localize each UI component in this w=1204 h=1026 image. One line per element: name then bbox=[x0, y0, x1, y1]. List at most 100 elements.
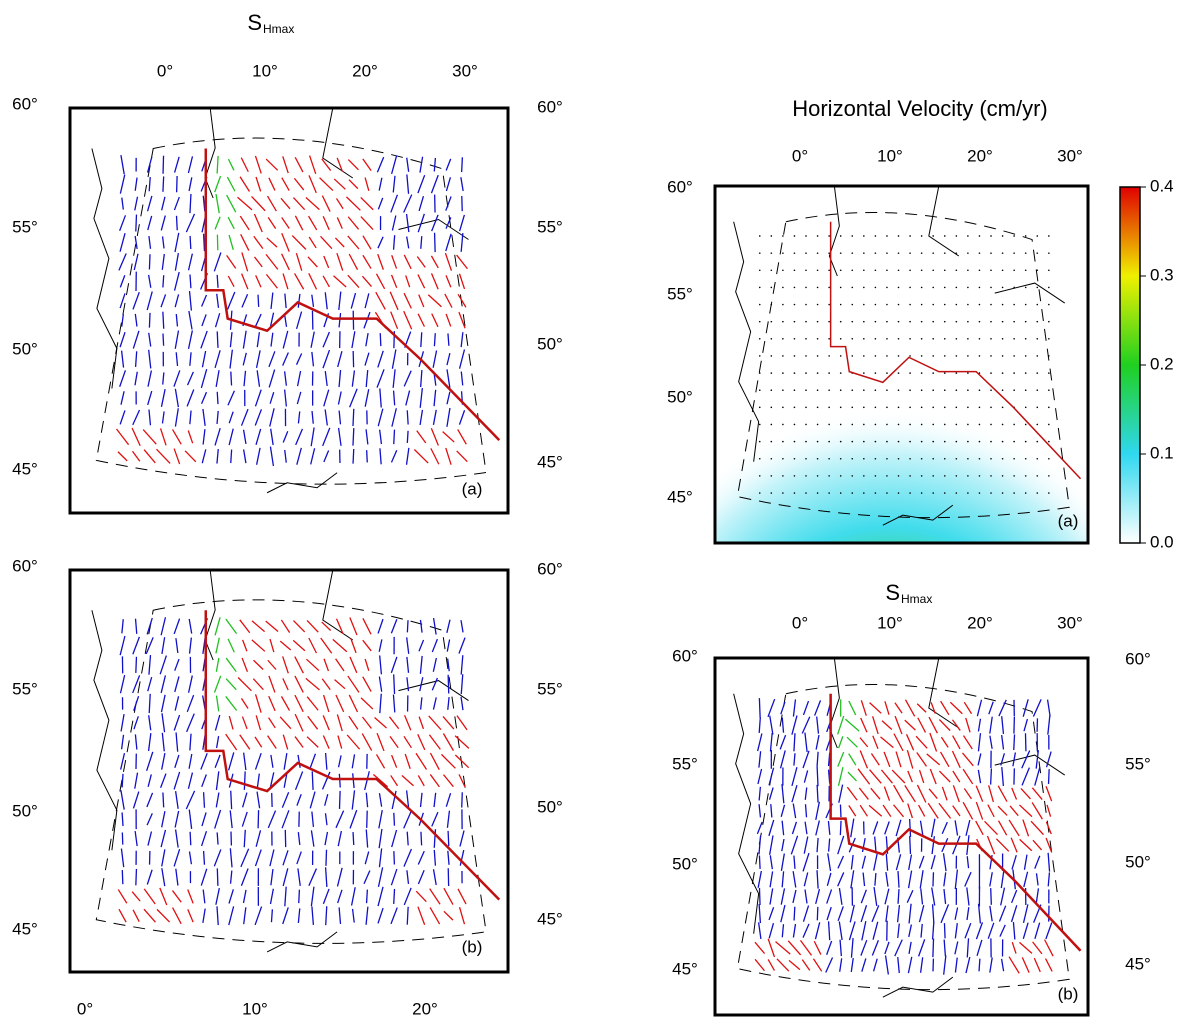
stress-bar bbox=[378, 793, 383, 807]
stress-bar bbox=[894, 939, 903, 957]
stress-bar bbox=[200, 752, 208, 770]
stress-bar bbox=[1000, 753, 1006, 766]
arrow bbox=[1013, 337, 1015, 340]
stress-bar bbox=[812, 958, 823, 972]
arrow bbox=[1024, 286, 1027, 289]
coastline bbox=[91, 108, 469, 494]
arrow bbox=[1048, 286, 1050, 289]
stress-bar bbox=[337, 391, 342, 405]
arrow bbox=[897, 235, 900, 237]
stress-bar bbox=[930, 702, 936, 714]
stress-bar bbox=[848, 700, 857, 716]
map bbox=[91, 108, 501, 494]
stress-bar bbox=[188, 753, 193, 769]
arrow bbox=[805, 440, 807, 443]
stress-bar bbox=[121, 773, 124, 788]
arrow bbox=[1013, 320, 1015, 323]
arrow bbox=[782, 320, 784, 323]
arrow bbox=[1024, 303, 1027, 306]
stress-bar bbox=[403, 735, 412, 749]
stress-bar bbox=[202, 792, 206, 808]
stress-bar bbox=[174, 294, 180, 308]
arrow bbox=[920, 320, 923, 323]
stress-bar bbox=[362, 639, 372, 652]
title: S bbox=[247, 10, 262, 35]
stress-bar bbox=[131, 891, 141, 902]
stress-bar bbox=[403, 310, 413, 330]
stress-bar bbox=[791, 767, 798, 787]
stress-bar bbox=[202, 850, 206, 865]
arrow bbox=[990, 269, 992, 272]
stress-bar bbox=[757, 733, 763, 752]
arrow bbox=[978, 492, 981, 494]
arrow bbox=[990, 389, 992, 392]
stress-bar bbox=[929, 732, 938, 752]
arrow bbox=[886, 440, 888, 443]
map bbox=[91, 570, 501, 953]
stress-bar bbox=[242, 889, 247, 904]
arrow bbox=[920, 372, 923, 374]
stress-bar bbox=[119, 674, 126, 694]
arrow bbox=[758, 355, 761, 357]
stress-bar bbox=[292, 197, 306, 211]
stress-bar bbox=[804, 787, 808, 800]
stress-bar bbox=[228, 715, 234, 730]
stress-bar bbox=[895, 819, 902, 837]
stress-bar bbox=[377, 197, 384, 210]
stress-bar bbox=[938, 802, 952, 819]
stress-bar bbox=[769, 715, 774, 735]
stress-bar bbox=[268, 675, 276, 693]
stress-bar bbox=[200, 330, 208, 349]
stress-bar bbox=[850, 870, 855, 889]
stress-bar bbox=[321, 158, 332, 171]
stress-bar bbox=[781, 871, 785, 888]
stress-bar bbox=[161, 236, 165, 249]
stress-bar bbox=[308, 273, 318, 290]
stress-bar bbox=[280, 197, 291, 210]
arrow bbox=[839, 406, 842, 409]
stress-bar bbox=[147, 733, 152, 752]
stress-bar bbox=[1045, 821, 1052, 835]
stress-bar bbox=[458, 311, 466, 329]
colorbar-tick-label: 0.1 bbox=[1150, 443, 1174, 462]
stress-bar bbox=[952, 770, 961, 783]
stress-bar bbox=[266, 195, 277, 212]
arrow bbox=[978, 355, 981, 357]
stress-bar bbox=[801, 959, 811, 971]
stress-bar bbox=[406, 174, 410, 194]
stress-bar bbox=[941, 821, 948, 835]
stress-bar bbox=[268, 369, 276, 388]
stress-bar bbox=[351, 370, 356, 387]
stress-bar bbox=[173, 771, 181, 790]
stress-bar bbox=[433, 333, 436, 347]
stress-bar bbox=[241, 657, 249, 673]
arrow bbox=[932, 475, 935, 477]
stress-bar bbox=[966, 835, 970, 856]
stress-bar bbox=[391, 349, 397, 369]
stress-bar bbox=[446, 369, 451, 388]
stress-bar bbox=[239, 734, 251, 750]
stress-bar bbox=[162, 372, 165, 385]
stress-bar bbox=[460, 696, 464, 711]
stress-bar bbox=[161, 253, 165, 270]
arrow bbox=[805, 337, 807, 340]
stress-bar bbox=[1022, 922, 1029, 940]
arrow bbox=[874, 406, 877, 409]
stress-bar bbox=[173, 448, 181, 465]
arrow bbox=[932, 269, 935, 272]
stress-bar bbox=[850, 938, 854, 958]
lon-label: 20° bbox=[352, 61, 378, 80]
stress-bar bbox=[148, 654, 152, 675]
arrow bbox=[758, 252, 761, 254]
arrow bbox=[1036, 457, 1039, 460]
lon-label: 10° bbox=[242, 999, 268, 1018]
stress-bar bbox=[770, 804, 773, 818]
stress-bar bbox=[173, 714, 181, 731]
arrow bbox=[967, 303, 969, 306]
stress-bar bbox=[347, 159, 359, 171]
arrow bbox=[920, 457, 923, 460]
arrow bbox=[828, 440, 830, 443]
stress-bar bbox=[940, 904, 950, 924]
arrow bbox=[943, 269, 946, 272]
stress-bar bbox=[920, 888, 924, 905]
